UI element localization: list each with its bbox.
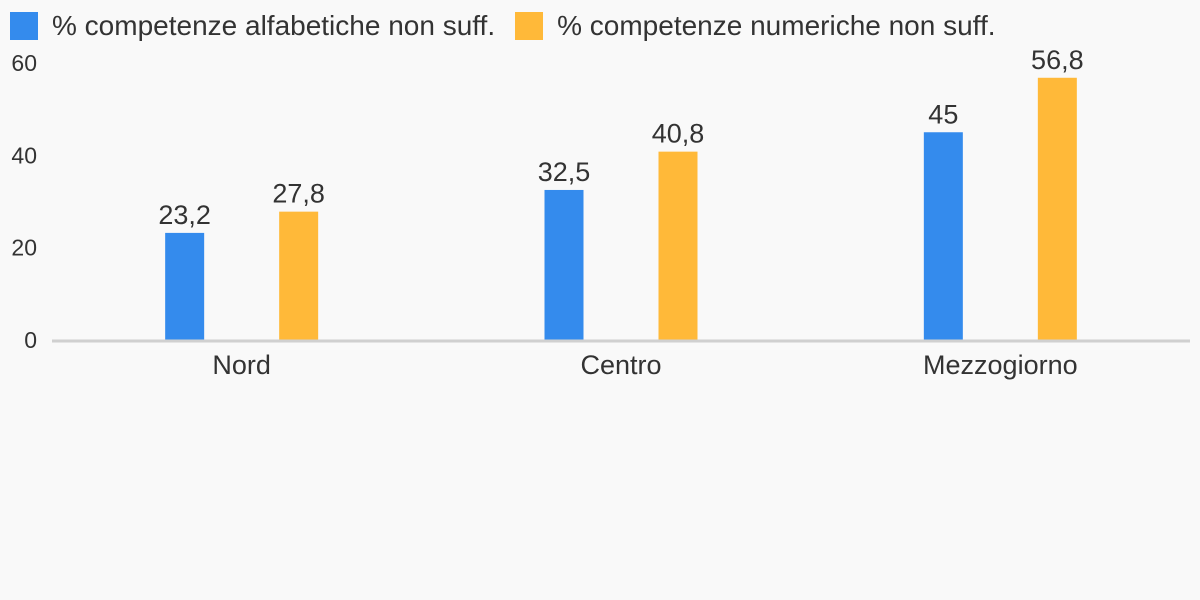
data-label-nord-series-1: 23,2 [158,200,211,230]
legend-item-numeriche: % competenze numeriche non suff. [515,10,996,42]
legend-item-alfabetiche: % competenze alfabetiche non suff. [10,10,495,42]
legend-label-numeriche: % competenze numeriche non suff. [557,10,996,41]
y-tick-label-0: 0 [24,327,37,353]
legend: % competenze alfabetiche non suff. % com… [10,8,1016,44]
bar-nord-series-2 [279,211,319,340]
bar-mezzogiorno-series-1 [923,132,963,340]
bar-mezzogiorno-series-2 [1037,77,1077,341]
data-label-mezzogiorno-series-2: 56,8 [1031,45,1084,75]
legend-swatch-alfabetiche [10,12,38,40]
legend-swatch-numeriche [515,12,544,40]
bar-centro-series-2 [658,151,698,340]
x-category-label-nord: Nord [212,350,271,380]
data-label-centro-series-1: 32,5 [538,157,591,187]
data-label-centro-series-2: 40,8 [652,119,705,149]
y-tick-label-20: 20 [11,235,37,261]
legend-label-alfabetiche: % competenze alfabetiche non suff. [52,10,496,41]
bar-centro-series-1 [544,189,584,340]
data-label-nord-series-2: 27,8 [272,179,325,209]
y-tick-label-40: 40 [11,142,37,168]
bar-nord-series-1 [165,232,205,340]
data-label-mezzogiorno-series-1: 45 [928,99,958,129]
x-category-label-mezzogiorno: Mezzogiorno [923,350,1078,380]
x-category-label-centro: Centro [580,350,661,380]
y-tick-label-60: 60 [11,50,37,76]
